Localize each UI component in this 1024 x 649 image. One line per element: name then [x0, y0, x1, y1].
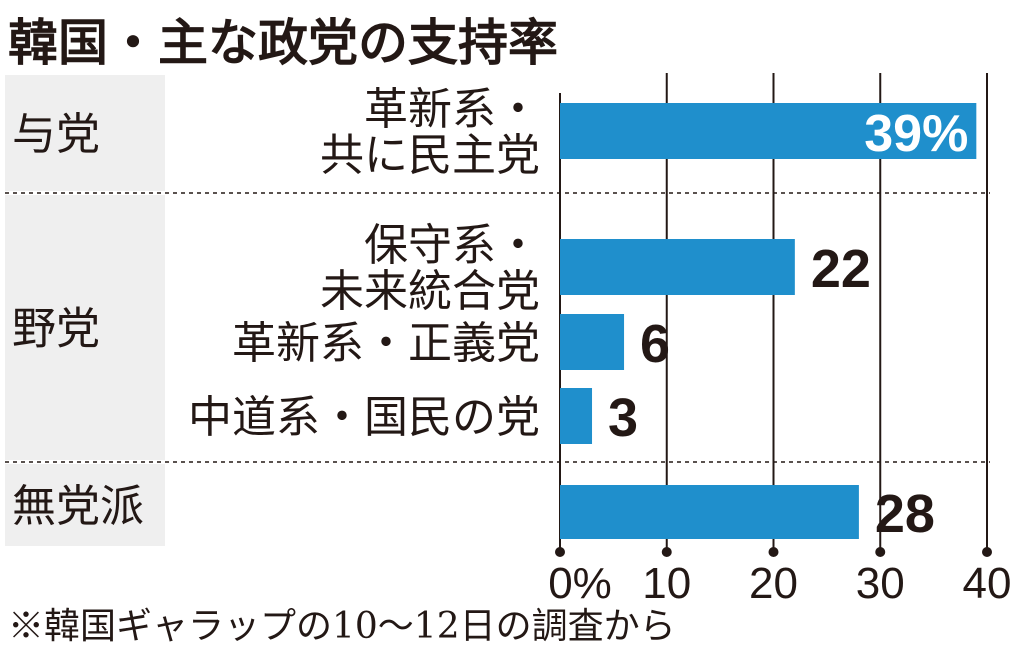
tick-dot-40 [982, 547, 992, 557]
tick-label-10: 10 [642, 559, 691, 608]
value-label-0: 39% [864, 105, 968, 163]
value-label-1: 22 [811, 239, 871, 299]
group-label-0: 与党 [12, 109, 100, 160]
category-label-2-0: 革新系・正義党 [232, 318, 540, 369]
bars [560, 103, 977, 539]
group-label-2: 無党派 [12, 481, 144, 532]
tick-label-30: 30 [856, 559, 905, 608]
group-backgrounds [5, 75, 165, 546]
tick-dot-10 [661, 547, 672, 557]
value-label-2: 6 [640, 314, 670, 374]
value-label-3: 3 [608, 388, 638, 448]
bar-4 [560, 485, 859, 539]
bar-3 [560, 388, 593, 444]
category-label-3-0: 中道系・国民の党 [188, 392, 540, 443]
group-bg-1 [5, 195, 165, 460]
group-label-1: 野党 [12, 304, 100, 355]
tick-label-0: 0% [548, 559, 612, 608]
tick-label-40: 40 [963, 559, 1012, 608]
value-label-4: 28 [875, 484, 935, 544]
group-bg-2 [5, 464, 165, 546]
group-bg-0 [5, 75, 165, 191]
tick-dot-20 [768, 547, 779, 557]
value-labels: 39% 22 63 28 [608, 105, 968, 544]
category-label-1-0: 保守系・ [364, 220, 540, 271]
x-axis-ticks: 0% 10 20 30 40 [548, 547, 1011, 608]
tick-dot-0 [555, 547, 565, 557]
bar-0 [560, 103, 977, 159]
category-label-0-0: 革新系・ [364, 84, 540, 135]
bar-2 [560, 314, 625, 370]
footnote: ※韓国ギャラップの10〜12日の調査から [8, 606, 676, 647]
bar-1 [560, 239, 795, 295]
chart-title: 韓国・主な政党の支持率 [8, 14, 558, 72]
tick-dot-30 [875, 547, 886, 557]
category-label-0-1: 共に民主党 [320, 130, 540, 181]
category-label-1-1: 未来統合党 [320, 266, 540, 317]
tick-label-20: 20 [749, 559, 798, 608]
